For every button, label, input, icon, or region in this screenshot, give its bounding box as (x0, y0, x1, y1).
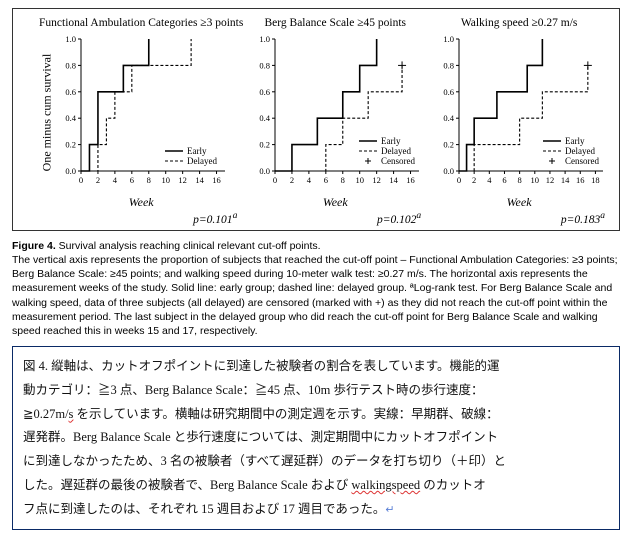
svg-text:0.8: 0.8 (443, 60, 454, 70)
svg-text:1.0: 1.0 (260, 34, 271, 44)
jp-line: ≧0.27m/s (23, 407, 77, 421)
svg-text:8: 8 (518, 175, 522, 185)
svg-text:Early: Early (187, 146, 207, 156)
figure-caption: Figure 4. Survival analysis reaching cli… (12, 239, 620, 338)
svg-text:1.0: 1.0 (66, 34, 77, 44)
jp-line: フ点に到達したのは、それぞれ 15 週目および 17 週目であった。 (23, 502, 385, 516)
svg-text:2: 2 (290, 175, 294, 185)
svg-text:0.2: 0.2 (66, 140, 77, 150)
svg-text:0.0: 0.0 (443, 166, 454, 176)
svg-text:0.4: 0.4 (443, 113, 454, 123)
x-axis-label: Week (323, 195, 348, 210)
svg-text:6: 6 (130, 175, 134, 185)
svg-text:Early: Early (565, 136, 585, 146)
svg-text:14: 14 (390, 175, 399, 185)
svg-text:10: 10 (356, 175, 365, 185)
svg-text:0.4: 0.4 (66, 113, 77, 123)
jp-line: を示しています。横軸は研究期間中の測定週を示す。実線：早期群、破線： (77, 407, 499, 421)
svg-text:0.8: 0.8 (260, 60, 271, 70)
svg-text:14: 14 (196, 175, 205, 185)
svg-text:0: 0 (273, 175, 277, 185)
caption-body: The vertical axis represents the proport… (12, 254, 618, 337)
chart-1: Berg Balance Scale ≥45 points 0.00.20.40… (243, 17, 427, 226)
svg-text:0.2: 0.2 (443, 140, 454, 150)
svg-text:Delayed: Delayed (381, 146, 411, 156)
p-value: p=0.102a (377, 210, 427, 226)
svg-text:16: 16 (576, 175, 585, 185)
chart-2: Walking speed ≥0.27 m/s 0.0 0.2 0.4 0.6 0.8 1… (427, 17, 611, 226)
jp-squiggle: walkingspeed (351, 478, 420, 492)
jp-squiggle: s (69, 407, 74, 421)
svg-text:4: 4 (487, 175, 492, 185)
p-value: p=0.101a (193, 210, 243, 226)
p-value: p=0.183a (561, 210, 611, 226)
charts-row: One minus cum survival Functional Ambula… (21, 17, 611, 226)
svg-text:4: 4 (113, 175, 118, 185)
jp-line: のカットオ (420, 478, 486, 492)
svg-text:0.4: 0.4 (260, 113, 271, 123)
plot-svg: 0.0 0.2 0.4 0.6 0.8 1.0 0 2 4 6 8 10 12 14 16 EarlyDela… (51, 33, 231, 193)
svg-text:10: 10 (162, 175, 171, 185)
svg-text:0.6: 0.6 (443, 87, 454, 97)
jp-line: 図 4. 縦軸は、カットオフポイントに到達した被験者の割合を表しています。機能的… (23, 359, 500, 373)
svg-text:12: 12 (373, 175, 382, 185)
caption-title: Survival analysis reaching clinical rele… (56, 240, 321, 252)
svg-text:8: 8 (147, 175, 151, 185)
chart-title: Berg Balance Scale ≥45 points (265, 17, 407, 29)
svg-text:0.6: 0.6 (66, 87, 77, 97)
svg-text:8: 8 (341, 175, 345, 185)
svg-text:4: 4 (307, 175, 312, 185)
svg-text:14: 14 (561, 175, 570, 185)
chart-title: Functional Ambulation Categories ≥3 poin… (39, 17, 243, 29)
svg-text:0: 0 (79, 175, 83, 185)
svg-text:Delayed: Delayed (187, 156, 217, 166)
plot-svg: 0.0 0.2 0.4 0.6 0.8 1.0 0 2 4 6 8 10 12 14 16 EarlyDela… (245, 33, 425, 193)
jp-line: 動カテゴリ：≧3 点、Berg Balance Scale：≧45 点、10m … (23, 383, 484, 397)
chart-0: Functional Ambulation Categories ≥3 poin… (39, 17, 243, 226)
jp-line: 遅発群。Berg Balance Scale と歩行速度については、測定期間中に… (23, 430, 498, 444)
svg-text:0.0: 0.0 (260, 166, 271, 176)
jp-line: した。遅延群の最後の被験者で、Berg Balance Scale および (23, 478, 351, 492)
svg-text:0.6: 0.6 (260, 87, 271, 97)
return-mark-icon: ↵ (385, 504, 394, 516)
figure-panel: One minus cum survival Functional Ambula… (12, 8, 620, 231)
y-axis-label-container: One minus cum survival (21, 17, 39, 226)
svg-text:Delayed: Delayed (565, 146, 595, 156)
svg-text:16: 16 (212, 175, 221, 185)
svg-text:0.0: 0.0 (66, 166, 77, 176)
svg-text:6: 6 (502, 175, 506, 185)
x-axis-label: Week (129, 195, 154, 210)
x-axis-label: Week (507, 195, 532, 210)
svg-text:1.0: 1.0 (443, 34, 454, 44)
svg-text:Early: Early (381, 136, 401, 146)
jp-line: に到達しなかったため、3 名の被験者（すべて遅延群）のデータを打ち切り（＋印）と (23, 454, 506, 468)
svg-text:6: 6 (324, 175, 328, 185)
svg-text:10: 10 (531, 175, 540, 185)
japanese-translation-box: 図 4. 縦軸は、カットオフポイントに到達した被験者の割合を表しています。機能的… (12, 346, 620, 530)
plot-svg: 0.0 0.2 0.4 0.6 0.8 1.0 0 2 46 8 10 12 14 16 18 EarlyDe… (429, 33, 609, 193)
svg-text:16: 16 (407, 175, 416, 185)
chart-title: Walking speed ≥0.27 m/s (461, 17, 578, 29)
svg-text:Censored: Censored (381, 156, 415, 166)
svg-text:Censored: Censored (565, 156, 599, 166)
svg-text:0.2: 0.2 (260, 140, 271, 150)
caption-label: Figure 4. (12, 240, 56, 252)
svg-text:12: 12 (179, 175, 188, 185)
svg-text:2: 2 (96, 175, 100, 185)
svg-text:18: 18 (591, 175, 600, 185)
svg-text:2: 2 (472, 175, 476, 185)
svg-text:12: 12 (546, 175, 555, 185)
svg-text:0.8: 0.8 (66, 60, 77, 70)
svg-text:0: 0 (457, 175, 461, 185)
